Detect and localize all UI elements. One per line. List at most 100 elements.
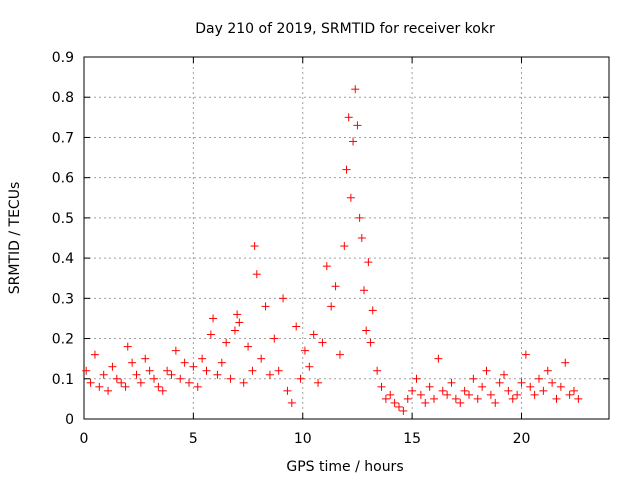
data-point (381, 394, 390, 403)
data-point (349, 137, 358, 146)
data-point (327, 302, 336, 311)
data-point (95, 382, 104, 391)
data-point (104, 386, 113, 395)
data-point (108, 362, 117, 371)
data-point (136, 378, 145, 387)
data-point (90, 350, 99, 359)
data-point (451, 394, 460, 403)
data-point (252, 270, 261, 279)
data-point (360, 286, 368, 295)
data-point (539, 386, 548, 395)
data-point (233, 310, 242, 319)
data-point (283, 386, 292, 395)
y-tick-label: 0.7 (52, 130, 74, 146)
data-point (342, 165, 351, 174)
y-tick-label: 0.5 (52, 211, 74, 227)
data-point (408, 386, 417, 395)
y-tick-label: 0 (65, 412, 74, 428)
data-point (344, 113, 353, 122)
data-point (270, 334, 279, 343)
y-axis-title: SRMTID / TECUs (7, 182, 23, 295)
data-point (318, 338, 327, 347)
data-point (128, 358, 137, 367)
x-axis-title: GPS time / hours (286, 459, 403, 475)
data-point (412, 374, 421, 383)
data-point (163, 366, 172, 375)
data-point (504, 386, 513, 395)
chart-title: Day 210 of 2019, SRMTID for receiver kok… (195, 21, 495, 37)
data-point (244, 342, 253, 351)
data-point (226, 374, 235, 383)
data-point (430, 394, 438, 403)
data-point (556, 382, 565, 391)
data-point (261, 302, 270, 311)
data-point (517, 378, 526, 387)
data-point (395, 402, 403, 411)
y-tick-label: 0.6 (52, 171, 74, 187)
data-point (478, 382, 487, 391)
data-point (331, 282, 340, 291)
data-point (346, 193, 355, 202)
data-point (185, 378, 193, 387)
data-point (357, 234, 366, 242)
data-point (206, 330, 215, 339)
data-point (82, 366, 91, 375)
data-point (265, 370, 274, 379)
data-point (399, 406, 408, 415)
data-point (526, 382, 535, 391)
data-point (386, 390, 395, 399)
data-point (235, 318, 244, 327)
data-point (355, 213, 364, 222)
data-point (145, 366, 154, 375)
data-point (202, 366, 211, 375)
data-point (222, 338, 231, 347)
data-point (561, 358, 570, 367)
data-point (217, 358, 226, 367)
data-point (189, 362, 198, 371)
data-point (548, 378, 557, 387)
data-point (368, 306, 377, 315)
data-point (171, 346, 180, 355)
data-point (456, 398, 465, 407)
y-tick-label: 0.4 (52, 251, 74, 267)
data-point (193, 382, 202, 391)
data-point (198, 354, 207, 363)
data-point (250, 242, 259, 251)
data-point (123, 342, 132, 351)
data-point (552, 394, 561, 403)
y-tick-label: 0.8 (52, 90, 74, 106)
data-point (530, 390, 539, 399)
data-point (491, 398, 500, 407)
data-point (438, 386, 447, 395)
data-point (425, 382, 434, 391)
data-point (209, 314, 218, 323)
x-tick-label: 15 (403, 431, 421, 447)
data-point (362, 326, 371, 335)
x-tick-labels: 0 5 10 15 20 (80, 431, 531, 447)
data-point (340, 242, 349, 251)
data-point (292, 322, 301, 331)
tick-marks (83, 56, 609, 420)
y-tick-label: 0.1 (52, 372, 74, 388)
data-point (112, 374, 121, 383)
data-point (309, 330, 318, 339)
data-point (543, 366, 552, 375)
data-point (500, 370, 508, 379)
x-tick-label: 5 (189, 431, 198, 447)
x-tick-label: 20 (513, 431, 531, 447)
data-point (314, 378, 323, 387)
data-point (574, 394, 583, 403)
x-tick-label: 10 (294, 431, 312, 447)
data-point (335, 350, 344, 359)
data-point (486, 390, 495, 399)
data-point (296, 374, 305, 383)
data-point (373, 366, 382, 375)
data-point (86, 378, 95, 387)
data-point (117, 378, 126, 387)
data-point (416, 390, 425, 399)
data-point (121, 382, 130, 391)
y-tick-label: 0.3 (52, 291, 74, 307)
grid-lines (84, 57, 609, 419)
